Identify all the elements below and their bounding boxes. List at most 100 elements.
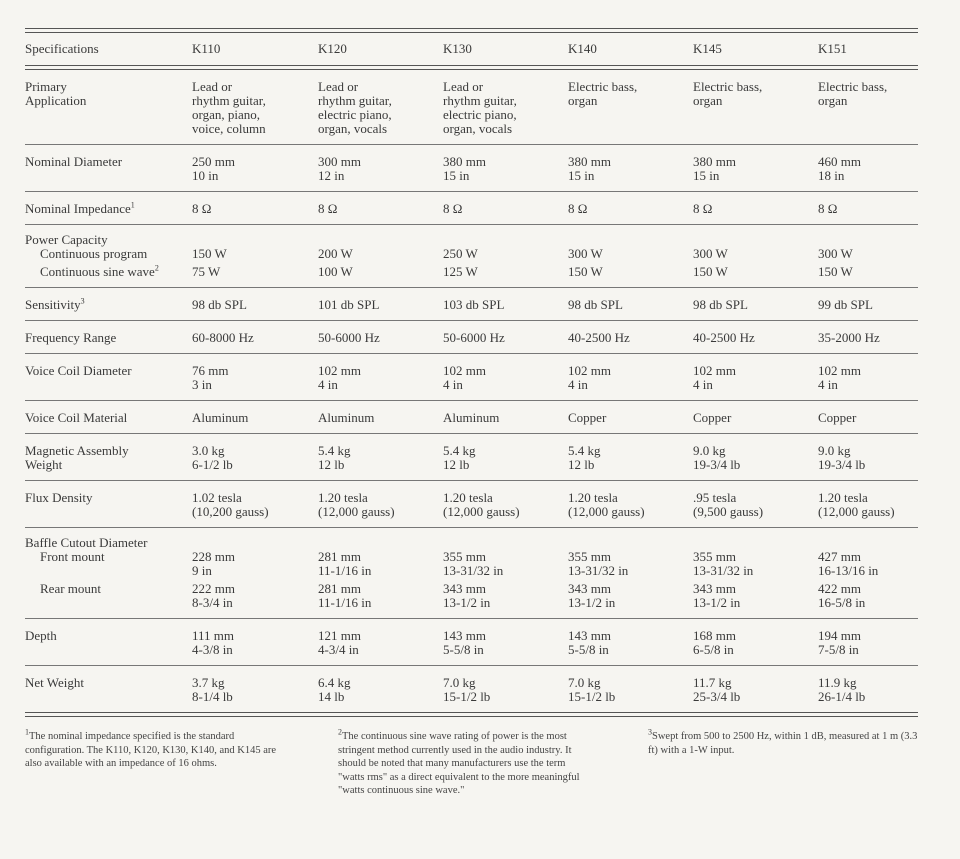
table-cell: 100 W [318, 264, 353, 279]
row-label: Voice Coil Material [25, 411, 192, 425]
table-cell: 3.7 kg 8-1/4 lb [192, 675, 233, 704]
table-cell: 355 mm 13-31/32 in [568, 549, 629, 578]
table-cell: 40-2500 Hz [568, 330, 630, 345]
row-label-text: Flux Density [25, 490, 93, 505]
table-cell: 9.0 kg 19-3/4 lb [818, 443, 866, 472]
table-cell: Aluminum [443, 410, 500, 425]
bottom-double-rule [25, 712, 918, 717]
table-row: Voice Coil Diameter 76 mm 3 in 102 mm 4 in… [25, 354, 918, 401]
row-label-text: Magnetic Assembly Weight [25, 443, 129, 472]
row-label: Sensitivity3 [25, 296, 192, 312]
header-label: Specifications [25, 41, 99, 56]
footnote-text: The continuous sine wave rating of power… [338, 731, 580, 796]
table-cell: 98 db SPL [693, 297, 748, 312]
table-cell: 111 mm 4-3/8 in [192, 628, 235, 657]
table-cell: 1.20 tesla (12,000 gauss) [443, 490, 520, 519]
table-subrow: Rear mount 222 mm 8-3/4 in 281 mm 11-1/16 … [25, 578, 918, 610]
table-cell: 8 Ω [192, 201, 212, 216]
table-cell: 343 mm 13-1/2 in [568, 581, 616, 610]
table-cell: Electric bass, organ [568, 79, 638, 108]
table-cell: 1.20 tesla (12,000 gauss) [318, 490, 395, 519]
table-subrow: Continuous sine wave2 75 W 100 W 125 W 150 W… [25, 261, 918, 279]
table-cell: 460 mm 18 in [818, 154, 861, 183]
row-label: Continuous sine wave2 [25, 263, 192, 279]
table-cell: 281 mm 11-1/16 in [318, 549, 372, 578]
table-cell: 9.0 kg 19-3/4 lb [693, 443, 741, 472]
row-label: Frequency Range [25, 331, 192, 345]
table-cell: 1.20 tesla (12,000 gauss) [818, 490, 895, 519]
model-header: K120 [318, 41, 347, 56]
table-cell: 250 mm 10 in [192, 154, 235, 183]
table-cell: 8 Ω [693, 201, 713, 216]
model-header: K151 [818, 41, 847, 56]
table-cell: Lead or rhythm guitar, electric piano, o… [318, 79, 392, 136]
table-cell: 1.02 tesla (10,200 gauss) [192, 490, 269, 519]
table-cell: 8 Ω [443, 201, 463, 216]
table-cell: 422 mm 16-5/8 in [818, 581, 866, 610]
table-cell: 150 W [818, 264, 853, 279]
table-cell: Lead or rhythm guitar, electric piano, o… [443, 79, 517, 136]
table-cell: 5.4 kg 12 lb [318, 443, 351, 472]
table-row-group: Baffle Cutout Diameter Front mount 228 mm … [25, 528, 918, 619]
table-cell: 355 mm 13-31/32 in [693, 549, 754, 578]
table-cell: 380 mm 15 in [568, 154, 611, 183]
footnote-mark: 2 [338, 727, 342, 737]
row-label: Flux Density [25, 491, 192, 519]
row-label-text: Baffle Cutout Diameter [25, 535, 148, 550]
footnote-ref: 3 [80, 296, 85, 306]
table-cell: Copper [818, 410, 857, 425]
table-cell: 102 mm 4 in [818, 363, 861, 392]
footnote-1: 1The nominal impedance specified is the … [25, 727, 290, 771]
table-cell: 300 W [693, 246, 728, 261]
row-label: Net Weight [25, 676, 192, 704]
table-cell: 121 mm 4-3/4 in [318, 628, 361, 657]
row-label: Depth [25, 629, 192, 657]
table-cell: 11.9 kg 26-1/4 lb [818, 675, 866, 704]
row-label-text: Power Capacity [25, 232, 108, 247]
table-subrow: Front mount 228 mm 9 in 281 mm 11-1/16 in 3… [25, 550, 918, 578]
table-cell: .95 tesla (9,500 gauss) [693, 490, 764, 519]
table-cell: 76 mm 3 in [192, 363, 229, 392]
table-cell: 143 mm 5-5/8 in [568, 628, 611, 657]
table-cell: 200 W [318, 246, 353, 261]
table-row: Nominal Diameter 250 mm 10 in 300 mm 12 in… [25, 145, 918, 192]
table-cell: 6.4 kg 14 lb [318, 675, 351, 704]
footnote-2: 2The continuous sine wave rating of powe… [338, 727, 593, 798]
table-cell: 102 mm 4 in [693, 363, 736, 392]
table-cell: 8 Ω [818, 201, 838, 216]
table-row: Flux Density 1.02 tesla (10,200 gauss) 1.2… [25, 481, 918, 528]
footnote-text: The nominal impedance specified is the s… [25, 731, 277, 769]
row-label-text: Depth [25, 628, 57, 643]
table-cell: 7.0 kg 15-1/2 lb [443, 675, 491, 704]
footnote-mark: 1 [25, 727, 29, 737]
table-cell: Copper [568, 410, 607, 425]
table-row: Primary Application Lead or rhythm guitar… [25, 70, 918, 145]
table-header: Specifications K110 K120 K130 K140 K145 K151 [25, 33, 918, 65]
table-cell: 40-2500 Hz [693, 330, 755, 345]
table-cell: 98 db SPL [192, 297, 247, 312]
table-cell: 150 W [568, 264, 603, 279]
table-cell: 60-8000 Hz [192, 330, 254, 345]
footnote-ref: 2 [154, 263, 159, 273]
table-cell: 150 W [693, 264, 728, 279]
table-row: Frequency Range 60-8000 Hz 50-6000 Hz 50-60… [25, 321, 918, 354]
table-cell: 5.4 kg 12 lb [568, 443, 601, 472]
table-row: Sensitivity3 98 db SPL 101 db SPL 103 db SP… [25, 288, 918, 321]
table-cell: 103 db SPL [443, 297, 505, 312]
table-cell: 300 W [568, 246, 603, 261]
table-cell: 50-6000 Hz [318, 330, 380, 345]
model-header: K130 [443, 41, 472, 56]
row-label-text: Sensitivity [25, 297, 81, 312]
table-cell: 300 mm 12 in [318, 154, 361, 183]
table-cell: Aluminum [318, 410, 375, 425]
row-label: Nominal Impedance1 [25, 201, 192, 216]
table-cell: 1.20 tesla (12,000 gauss) [568, 490, 645, 519]
table-subrow: Continuous program 150 W 200 W 250 W 300 W 30… [25, 247, 918, 261]
row-label: Nominal Diameter [25, 155, 192, 183]
specifications-table: Specifications K110 K120 K130 K140 K145 K151 … [25, 28, 918, 717]
row-label-text: Primary Application [25, 79, 87, 108]
table-cell: 102 mm 4 in [568, 363, 611, 392]
table-cell: 5.4 kg 12 lb [443, 443, 476, 472]
